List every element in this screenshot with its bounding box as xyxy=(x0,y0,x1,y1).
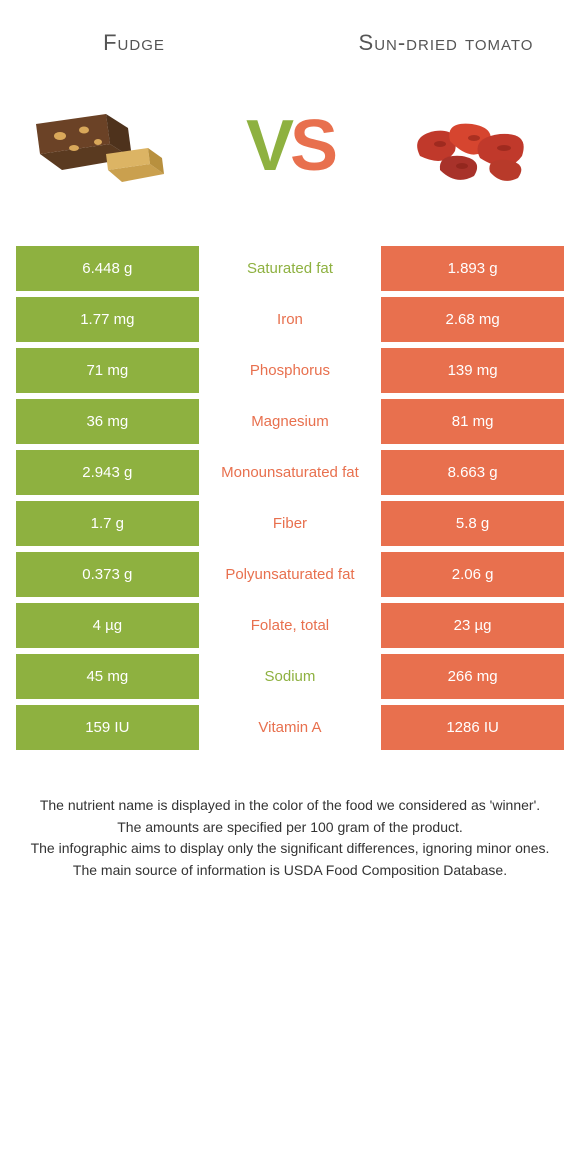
value-right: 23 µg xyxy=(381,603,564,648)
footnote-line: The main source of information is USDA F… xyxy=(30,861,550,881)
nutrient-label: Fiber xyxy=(199,501,382,546)
nutrient-label: Phosphorus xyxy=(199,348,382,393)
vs-label: VS xyxy=(246,105,334,187)
value-left: 36 mg xyxy=(16,399,199,444)
value-left: 1.77 mg xyxy=(16,297,199,342)
table-row: 45 mgSodium266 mg xyxy=(16,654,564,699)
value-left: 1.7 g xyxy=(16,501,199,546)
nutrient-label: Polyunsaturated fat xyxy=(199,552,382,597)
table-row: 1.77 mgIron2.68 mg xyxy=(16,297,564,342)
nutrient-label: Saturated fat xyxy=(199,246,382,291)
value-right: 2.68 mg xyxy=(381,297,564,342)
fudge-image xyxy=(30,86,190,206)
nutrient-label: Folate, total xyxy=(199,603,382,648)
nutrient-label: Sodium xyxy=(199,654,382,699)
sun-dried-tomato-image xyxy=(390,86,550,206)
title-right: Sun-dried tomato xyxy=(342,30,550,56)
table-row: 1.7 gFiber5.8 g xyxy=(16,501,564,546)
table-row: 71 mgPhosphorus139 mg xyxy=(16,348,564,393)
value-left: 6.448 g xyxy=(16,246,199,291)
table-row: 0.373 gPolyunsaturated fat2.06 g xyxy=(16,552,564,597)
table-row: 2.943 gMonounsaturated fat8.663 g xyxy=(16,450,564,495)
nutrient-label: Magnesium xyxy=(199,399,382,444)
value-left: 0.373 g xyxy=(16,552,199,597)
value-right: 1286 IU xyxy=(381,705,564,750)
table-row: 159 IUVitamin A1286 IU xyxy=(16,705,564,750)
value-right: 8.663 g xyxy=(381,450,564,495)
vs-s: S xyxy=(290,105,334,187)
vs-row: VS xyxy=(0,66,580,246)
nutrient-label: Monounsaturated fat xyxy=(199,450,382,495)
table-row: 4 µgFolate, total23 µg xyxy=(16,603,564,648)
value-right: 81 mg xyxy=(381,399,564,444)
value-left: 71 mg xyxy=(16,348,199,393)
footnotes: The nutrient name is displayed in the co… xyxy=(0,756,580,912)
nutrient-label: Iron xyxy=(199,297,382,342)
comparison-table: 6.448 gSaturated fat1.893 g1.77 mgIron2.… xyxy=(0,246,580,750)
footnote-line: The infographic aims to display only the… xyxy=(30,839,550,859)
table-row: 36 mgMagnesium81 mg xyxy=(16,399,564,444)
value-right: 1.893 g xyxy=(381,246,564,291)
value-right: 5.8 g xyxy=(381,501,564,546)
table-row: 6.448 gSaturated fat1.893 g xyxy=(16,246,564,291)
footnote-line: The nutrient name is displayed in the co… xyxy=(30,796,550,816)
title-left: Fudge xyxy=(30,30,238,56)
value-right: 266 mg xyxy=(381,654,564,699)
value-left: 45 mg xyxy=(16,654,199,699)
value-left: 4 µg xyxy=(16,603,199,648)
value-left: 159 IU xyxy=(16,705,199,750)
value-right: 139 mg xyxy=(381,348,564,393)
nutrient-label: Vitamin A xyxy=(199,705,382,750)
vs-v: V xyxy=(246,105,290,187)
value-left: 2.943 g xyxy=(16,450,199,495)
value-right: 2.06 g xyxy=(381,552,564,597)
header-row: Fudge Sun-dried tomato xyxy=(0,0,580,66)
footnote-line: The amounts are specified per 100 gram o… xyxy=(30,818,550,838)
